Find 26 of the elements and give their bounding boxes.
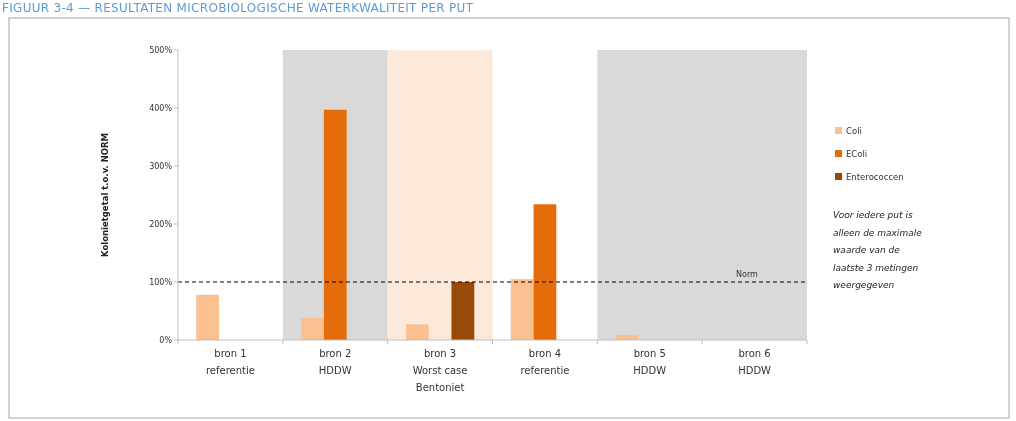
legend-label: Enterococcen [846, 172, 904, 182]
x-tick-label: bron 6 HDDW [738, 348, 772, 376]
bar [196, 294, 220, 340]
x-tick-label: bron 2 HDDW [318, 348, 352, 376]
ref-line-label: Norm [736, 270, 759, 279]
y-axis-title: Kolonietgetal t.o.v. NORM [100, 132, 110, 258]
y-tick-label: 400% [149, 104, 173, 113]
x-tick-label: bron 3 Worst case Bentoniet [412, 348, 468, 393]
bar [451, 282, 475, 340]
text: Voor iedere put is alleen de maximale waarde van de laatste 3 metingen weergegeven [833, 210, 923, 290]
bar [405, 324, 429, 340]
bar [323, 109, 347, 340]
bar [301, 317, 324, 340]
legend-label: Coli [846, 126, 862, 136]
bar [533, 204, 557, 340]
legend-label: EColi [846, 149, 868, 159]
chart-title: FIGUUR 3-4 — RESULTATEN MICROBIOLOGISCHE WATERKWALITEIT PER PUT [2, 1, 474, 15]
x-tick-label: bron 1 referentie [205, 348, 255, 376]
y-tick-label: 200% [149, 220, 173, 229]
x-tick-label: bron 5 HDDW [633, 348, 667, 376]
y-tick-label: 100% [149, 278, 173, 287]
y-tick-label: 0% [159, 336, 173, 345]
x-tick-label: bron 4 referentie [520, 348, 570, 376]
y-tick-label: 300% [149, 162, 173, 171]
y-tick-label: 500% [149, 46, 173, 55]
bar [510, 279, 534, 340]
